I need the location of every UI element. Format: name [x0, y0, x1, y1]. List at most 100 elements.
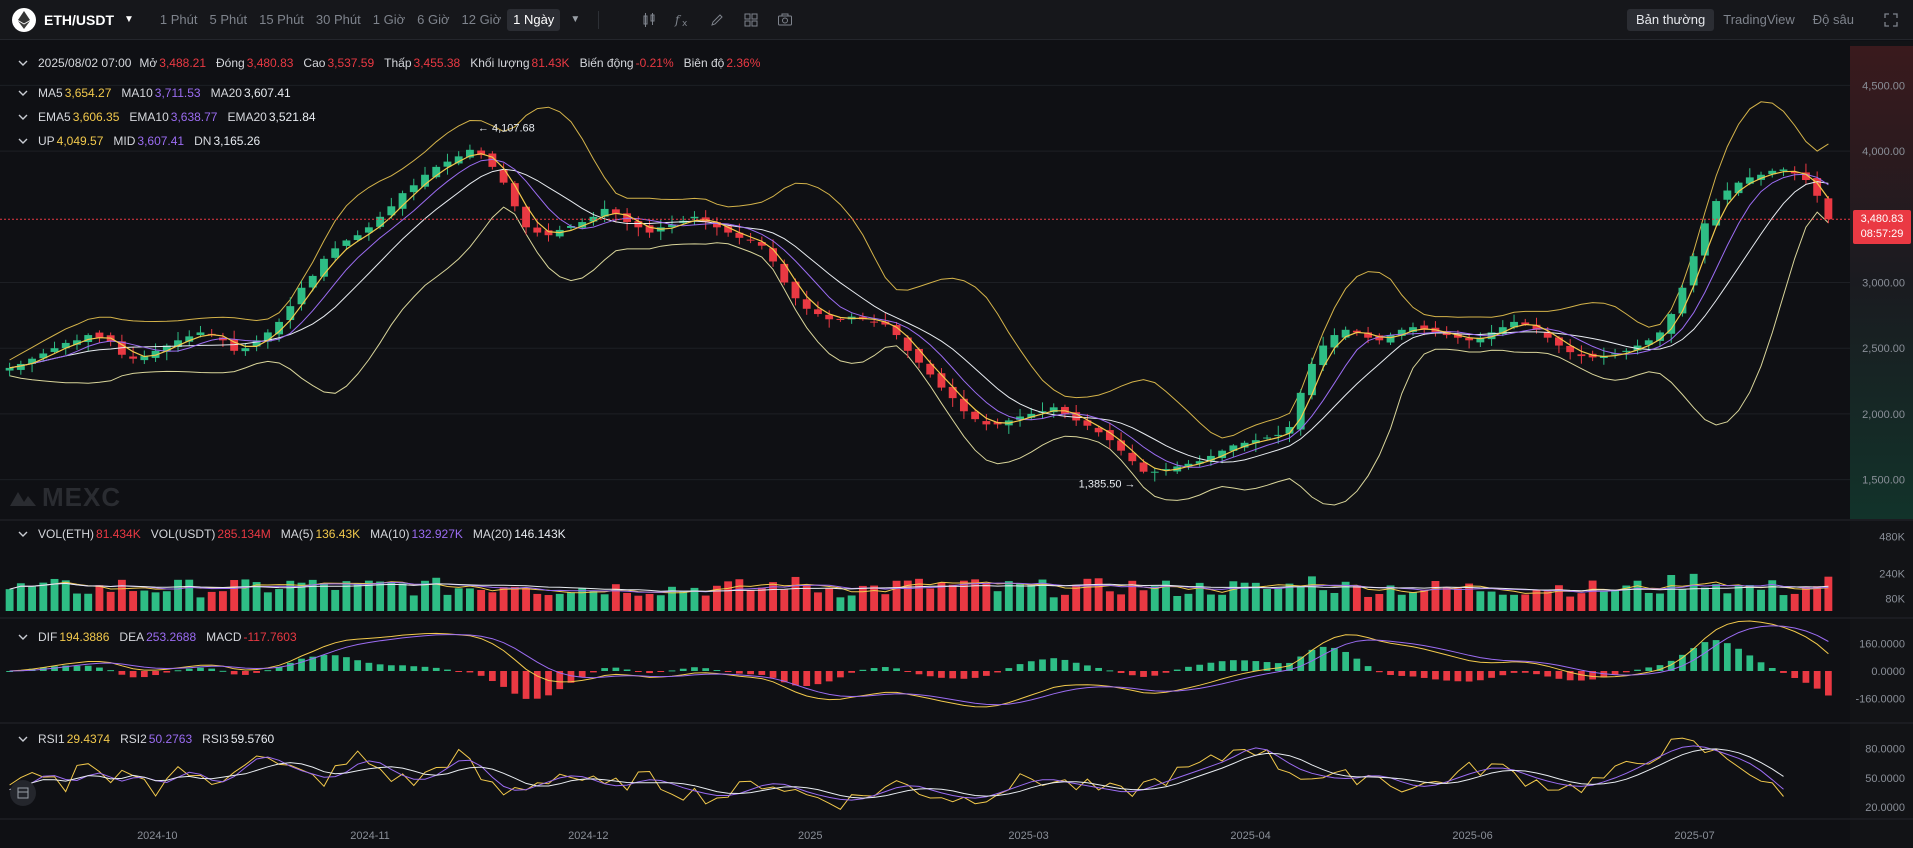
macd-label: MACD	[206, 630, 242, 644]
chevron-down-icon[interactable]	[18, 736, 28, 742]
macd-histogram-bar	[578, 671, 586, 678]
volume-bar	[1498, 594, 1507, 611]
volume-bar	[1543, 591, 1552, 611]
volume-bar	[892, 580, 901, 611]
candle-body	[724, 226, 733, 233]
volume-bar	[297, 582, 306, 611]
volume-bar	[1027, 584, 1036, 611]
candle-body	[1263, 437, 1271, 439]
interval-1m[interactable]: 1 Phút	[159, 11, 198, 27]
volume-bar	[948, 584, 957, 611]
volume-bar	[1723, 593, 1732, 611]
svg-text:x: x	[682, 19, 688, 28]
interval-30m[interactable]: 30 Phút	[315, 11, 361, 27]
volume-bar	[1274, 587, 1283, 611]
interval-5m[interactable]: 5 Phút	[209, 11, 248, 27]
volume-bar	[656, 595, 665, 611]
macd-histogram-bar	[1723, 643, 1731, 671]
macd-histogram-bar	[960, 671, 968, 679]
camera-icon[interactable]	[771, 9, 799, 31]
macd-histogram-bar	[870, 668, 878, 671]
macd-histogram-bar	[466, 671, 474, 673]
macd-histogram-bar	[1780, 671, 1787, 673]
volume-value: 81.43K	[531, 56, 570, 70]
chart-settings-button[interactable]	[10, 780, 36, 806]
volume-bar	[263, 592, 272, 611]
candle-body	[522, 206, 530, 228]
pair-selector[interactable]: ETH/USDT ▼	[12, 7, 134, 32]
mode-basic[interactable]: Bản thường	[1626, 9, 1715, 31]
macd-histogram-bar	[1297, 656, 1305, 671]
chevron-down-icon[interactable]	[18, 634, 28, 640]
pen-draw-icon[interactable]	[703, 9, 731, 31]
volume-bar	[1072, 584, 1081, 611]
volume-bar	[454, 588, 463, 611]
candle-body	[1274, 434, 1283, 436]
high-label: Cao	[303, 56, 326, 70]
chevron-down-icon[interactable]: ▼	[124, 14, 134, 25]
volume-bar	[1117, 594, 1126, 611]
chevron-down-icon[interactable]	[18, 531, 28, 537]
interval-12h[interactable]: 12 Giờ	[461, 11, 502, 27]
layout-grid-icon[interactable]	[737, 9, 765, 31]
macd-histogram-bar	[399, 665, 406, 671]
macd-histogram-bar	[1027, 661, 1035, 671]
macd-histogram-bar	[1398, 671, 1406, 676]
interval-15m[interactable]: 15 Phút	[259, 11, 304, 27]
macd-histogram-bar	[96, 667, 103, 671]
volume-bar	[129, 591, 138, 611]
candle-settings-icon[interactable]	[635, 9, 663, 31]
interval-more-icon[interactable]: ▼	[570, 14, 581, 25]
volume-bar	[61, 580, 70, 611]
candle-body	[1790, 171, 1799, 174]
candle-body	[892, 325, 901, 336]
volume-bar	[162, 591, 171, 611]
ma20-value: 3,607.41	[243, 86, 291, 100]
time-axis-tick: 2025-04	[1230, 830, 1270, 842]
volume-bar	[320, 583, 328, 611]
volume-bar	[959, 580, 968, 611]
mode-depth[interactable]: Độ sâu	[1812, 12, 1854, 27]
candle-body	[252, 340, 261, 347]
macd-histogram-bar	[1679, 654, 1686, 671]
interval-1d[interactable]: 1 Ngày	[507, 8, 561, 31]
price-axis-tick: 4,500.00	[1862, 80, 1905, 92]
candle-body	[84, 335, 93, 343]
ohlc-legend: 2025/08/02 07:00 Mở 3,488.21 Đóng 3,480.…	[18, 56, 770, 70]
candle-body	[73, 340, 81, 345]
volume-bar	[1476, 591, 1485, 611]
mode-tradingview[interactable]: TradingView	[1723, 12, 1795, 27]
volume-bar	[1633, 580, 1642, 611]
open-label: Mở	[139, 56, 158, 70]
fullscreen-icon[interactable]	[1883, 12, 1899, 31]
interval-1h[interactable]: 1 Giờ	[372, 11, 406, 27]
candle-body	[881, 321, 890, 325]
interval-6h[interactable]: 6 Giờ	[417, 11, 450, 27]
chevron-down-icon[interactable]	[18, 60, 28, 66]
macd-histogram-bar	[1274, 663, 1282, 671]
volume-bar	[1218, 594, 1227, 611]
price-axis-tick: 1,500.00	[1862, 475, 1905, 487]
chevron-down-icon[interactable]	[18, 138, 28, 144]
volume-label: Khối lượng	[470, 56, 530, 70]
macd-histogram-bar	[6, 671, 13, 672]
candle-body	[1734, 182, 1743, 194]
candle-body	[1656, 332, 1664, 341]
macd-histogram-bar	[219, 670, 227, 672]
volume-legend: VOL(ETH) 81.434K VOL(USDT) 285.134M MA(5…	[18, 527, 576, 541]
candle-body	[1229, 445, 1238, 451]
candle-body	[510, 183, 519, 207]
chevron-down-icon[interactable]	[18, 114, 28, 120]
volume-bar	[185, 579, 194, 611]
macd-histogram-bar	[1117, 671, 1125, 673]
candle-body	[263, 332, 272, 342]
macd-histogram-bar	[1634, 669, 1641, 671]
macd-histogram-bar	[724, 671, 732, 672]
volume-bar	[1061, 594, 1069, 611]
interval-tabs: 1 Phút 5 Phút 15 Phút 30 Phút 1 Giờ 6 Gi…	[154, 8, 581, 31]
chevron-down-icon[interactable]	[18, 90, 28, 96]
rsi3-value: 59.5760	[230, 732, 275, 746]
price-chart[interactable]: 4,500.00 4,000.00 3,000.00 2,500.00 2,000.00…	[0, 41, 1913, 848]
volume-bar	[679, 591, 688, 611]
